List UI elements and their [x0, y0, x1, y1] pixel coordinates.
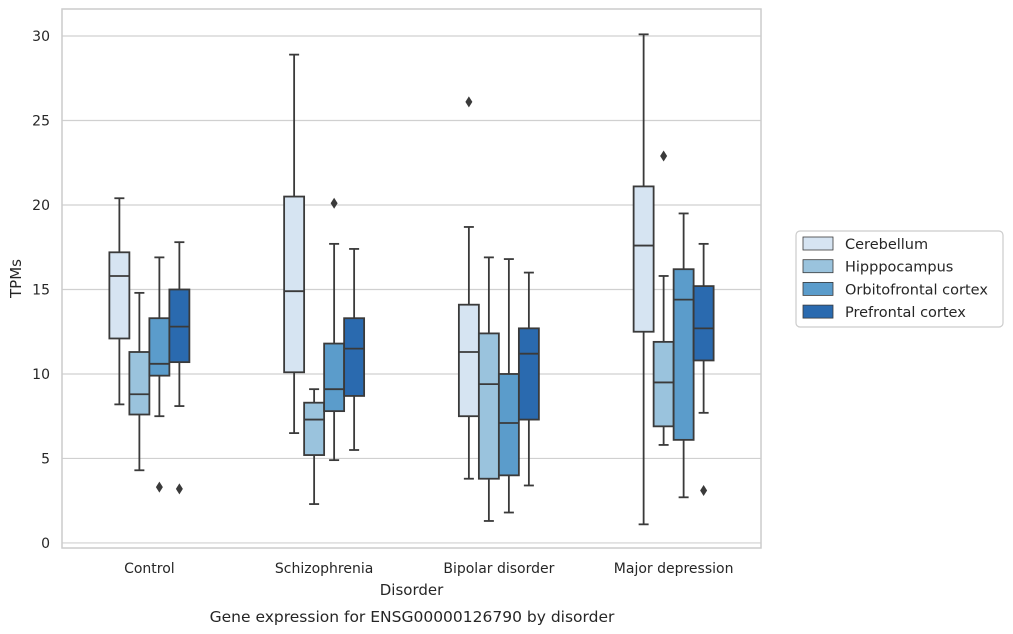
- legend-swatch: [802, 281, 834, 296]
- y-axis-ticks: 0 5 10 15 20 25 30: [32, 29, 50, 552]
- iqr-box: [283, 195, 306, 374]
- box-cerebellum: [632, 33, 655, 526]
- outlier-point: [175, 483, 183, 495]
- legend-swatch: [802, 236, 834, 251]
- iqr-box: [477, 332, 500, 480]
- legend-swatch: [802, 259, 834, 274]
- y-tick-label: 25: [32, 114, 50, 130]
- y-axis-title: TPMs: [7, 259, 25, 299]
- iqr-box: [148, 317, 171, 377]
- box-prefrontal-cortex: [692, 242, 715, 497]
- y-tick-label: 15: [32, 282, 50, 298]
- x-tick-label: Bipolar disorder: [443, 561, 554, 577]
- iqr-box: [672, 268, 695, 441]
- outlier-point: [155, 481, 163, 493]
- box-hipppocampus: [477, 256, 500, 522]
- x-axis-ticks: Control Schizophrenia Bipolar disorder Majo…: [124, 561, 733, 577]
- iqr-box: [497, 373, 520, 477]
- box-hipppocampus: [652, 150, 675, 446]
- box-prefrontal-cortex: [343, 248, 366, 451]
- iqr-box: [692, 285, 715, 362]
- iqr-box: [343, 317, 366, 397]
- box-series: [108, 33, 715, 526]
- legend-label: Hipppocampus: [845, 260, 953, 276]
- box-cerebellum: [108, 197, 131, 406]
- box-orbitofrontal-cortex: [497, 258, 520, 514]
- iqr-box: [457, 303, 480, 418]
- legend-label: Cerebellum: [845, 237, 928, 253]
- y-tick-label: 30: [32, 29, 50, 45]
- iqr-box: [632, 185, 655, 333]
- chart-caption: Gene expression for ENSG00000126790 by d…: [210, 608, 615, 626]
- iqr-box: [517, 327, 540, 421]
- box-orbitofrontal-cortex: [672, 212, 695, 499]
- y-tick-label: 20: [32, 198, 50, 214]
- x-tick-label: Schizophrenia: [275, 561, 373, 577]
- box-orbitofrontal-cortex: [323, 197, 346, 462]
- box-cerebellum: [457, 96, 480, 480]
- box-hipppocampus: [303, 388, 326, 505]
- y-tick-label: 5: [41, 451, 50, 467]
- x-axis-title: Disorder: [380, 581, 444, 599]
- outlier-point: [465, 96, 473, 108]
- outlier-point: [660, 150, 668, 162]
- iqr-box: [323, 342, 346, 413]
- outlier-point: [700, 485, 708, 497]
- x-tick-label: Control: [124, 561, 175, 577]
- legend: Cerebellum Hipppocampus Orbitofrontal cort…: [795, 230, 1004, 328]
- y-tick-label: 10: [32, 367, 50, 383]
- legend-frame: [795, 230, 1004, 328]
- y-tick-label: 0: [41, 536, 50, 552]
- box-orbitofrontal-cortex: [148, 256, 171, 493]
- gridlines: [62, 35, 761, 544]
- outlier-point: [330, 197, 338, 209]
- legend-label: Orbitofrontal cortex: [845, 282, 988, 298]
- plot-area-frame: [61, 8, 762, 549]
- legend-swatch: [802, 304, 834, 319]
- box-prefrontal-cortex: [168, 241, 191, 495]
- iqr-box: [652, 340, 675, 428]
- box-prefrontal-cortex: [517, 271, 540, 487]
- legend-label: Prefrontal cortex: [845, 305, 966, 321]
- box-cerebellum: [283, 53, 306, 435]
- box-hipppocampus: [128, 291, 151, 472]
- iqr-box: [108, 251, 131, 340]
- iqr-box: [128, 351, 151, 416]
- iqr-box: [303, 401, 326, 456]
- x-tick-label: Major depression: [614, 561, 734, 577]
